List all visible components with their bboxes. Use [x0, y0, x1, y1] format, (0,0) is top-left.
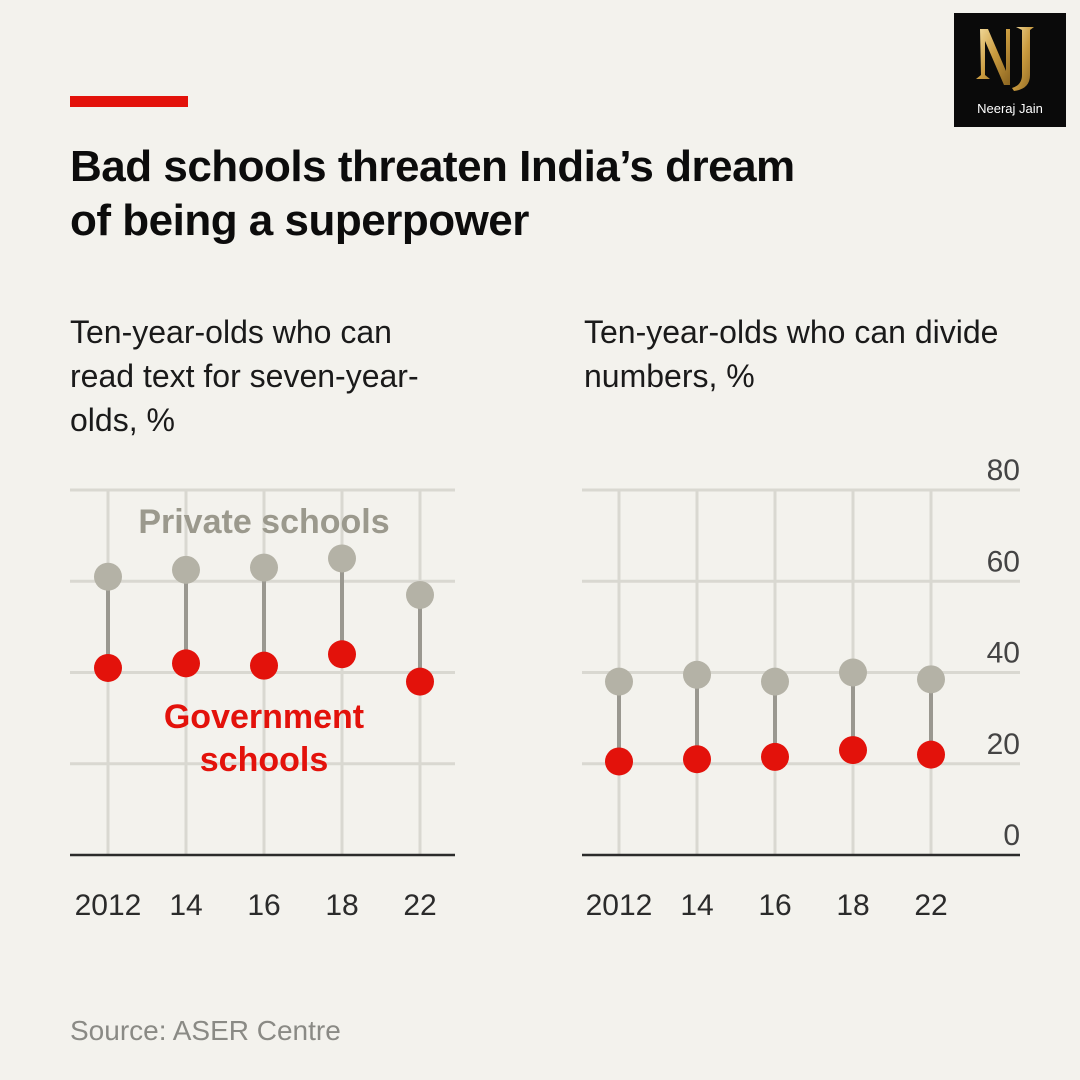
private-dot — [917, 665, 945, 694]
private-dot — [761, 667, 789, 696]
y-tick-label: 80 — [987, 454, 1020, 487]
logo: Neeraj Jain — [954, 13, 1066, 127]
y-tick-label: 20 — [987, 728, 1020, 761]
private-dot — [605, 667, 633, 696]
government-dot — [406, 667, 434, 696]
x-tick-label: 18 — [325, 889, 358, 922]
private-dot — [94, 562, 122, 591]
government-dot — [328, 640, 356, 669]
chart-title: Bad schools threaten India’s dream of be… — [70, 142, 795, 245]
private-dot — [250, 553, 278, 582]
government-dot — [605, 747, 633, 776]
x-tick-label: 16 — [758, 889, 791, 922]
government-dot — [683, 745, 711, 774]
y-tick-label: 40 — [987, 637, 1020, 670]
government-schools-label-2: schools — [200, 741, 328, 779]
monogram-logo-icon — [976, 27, 1034, 91]
government-dot — [917, 740, 945, 769]
right-chart-subtitle: Ten-year-olds who can divide numbers, % — [584, 314, 999, 394]
accent-bar — [70, 96, 188, 107]
x-tick-label: 22 — [403, 889, 436, 922]
x-tick-label: 16 — [247, 889, 280, 922]
government-dot — [94, 653, 122, 682]
y-tick-label: 0 — [1003, 819, 1020, 852]
x-tick-label: 22 — [914, 889, 947, 922]
x-tick-label: 2012 — [586, 889, 653, 922]
government-dot — [250, 651, 278, 680]
government-schools-label: Government — [164, 698, 364, 736]
government-dot — [839, 736, 867, 765]
y-tick-label: 60 — [987, 545, 1020, 578]
x-tick-label: 18 — [836, 889, 869, 922]
x-tick-label: 2012 — [75, 889, 142, 922]
source-note: Source: ASER Centre — [70, 1015, 341, 1046]
private-schools-label: Private schools — [138, 503, 389, 541]
left-chart-subtitle: Ten-year-olds who can read text for seve… — [70, 314, 419, 438]
government-dot — [172, 649, 200, 678]
x-tick-label: 14 — [169, 889, 202, 922]
private-dot — [328, 544, 356, 573]
private-dot — [839, 658, 867, 687]
x-tick-label: 14 — [680, 889, 713, 922]
private-dot — [172, 555, 200, 584]
government-dot — [761, 742, 789, 771]
logo-name: Neeraj Jain — [977, 101, 1043, 116]
private-dot — [406, 580, 434, 609]
private-dot — [683, 660, 711, 689]
